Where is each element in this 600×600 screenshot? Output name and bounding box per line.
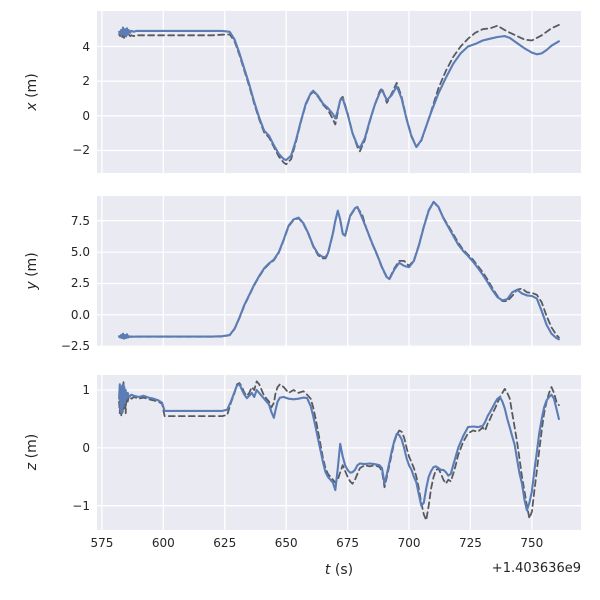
y-axis-label-z: z (m)	[23, 417, 41, 487]
y-tick-label-x: 0	[82, 108, 90, 123]
y-tick-label-y: 0.0	[70, 307, 90, 322]
subplot-x	[97, 11, 581, 173]
y-axis-label-z-var: z	[24, 462, 40, 471]
y-axis-label-x-unit: (m)	[24, 73, 40, 98]
x-tick-label: 575	[90, 536, 114, 550]
y-axis-label-x-var: x	[24, 102, 40, 111]
x-axis-label: t (s)	[299, 561, 379, 579]
y-axis-label-x: x (m)	[23, 57, 41, 127]
x-axis-offset-text: +1.403636e9	[491, 561, 581, 576]
y-tick-label-y: 2.5	[70, 276, 90, 291]
y-tick-label-z: −1	[72, 498, 90, 513]
y-axis-label-y-var: y	[24, 281, 40, 290]
x-tick-label: 625	[213, 536, 237, 550]
y-axis-label-y: y (m)	[23, 236, 41, 306]
subplot-z	[97, 375, 581, 530]
x-tick-label: 750	[520, 536, 544, 550]
traj-line-z	[118, 383, 560, 512]
y-axis-label-y-unit: (m)	[24, 252, 40, 277]
gridlines-y	[97, 196, 581, 347]
x-axis-label-unit: (s)	[334, 562, 354, 578]
groundtruth-line-z	[118, 380, 560, 522]
y-tick-label-y: 5.0	[70, 245, 90, 260]
traj-line-x	[118, 26, 560, 162]
plot-area-x	[97, 11, 581, 173]
y-tick-label-x: 2	[82, 74, 90, 89]
x-tick-label: 725	[458, 536, 482, 550]
traj-line-y	[118, 200, 560, 341]
y-tick-label-y: −2.5	[60, 339, 90, 354]
x-axis-label-var: t	[324, 562, 331, 578]
y-tick-label-z: 1	[82, 383, 90, 398]
x-tick-label: 675	[336, 536, 360, 550]
gridlines-x	[97, 11, 581, 173]
x-tick-label: 600	[151, 536, 175, 550]
y-axis-label-z-unit: (m)	[24, 433, 40, 459]
subplot-y	[97, 196, 581, 347]
y-tick-label-x: −2	[72, 143, 90, 158]
x-tick-label: 650	[274, 536, 298, 550]
y-tick-label-x: 4	[82, 39, 90, 54]
y-tick-label-z: 0	[82, 440, 90, 455]
x-tick-label: 700	[397, 536, 421, 550]
y-tick-label-y: 7.5	[70, 213, 90, 228]
